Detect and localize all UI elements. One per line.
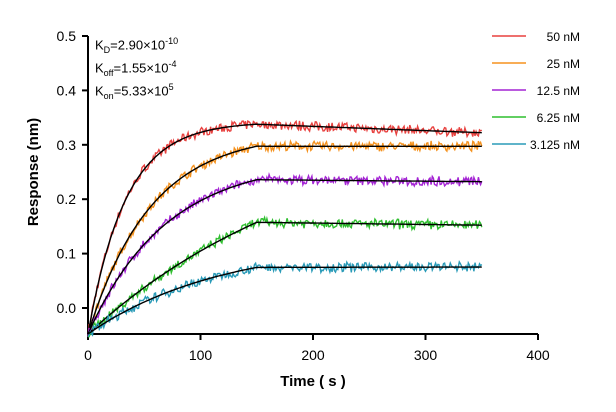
x-axis-title: Time ( s ) xyxy=(280,373,346,390)
series-fit-line xyxy=(87,179,482,335)
series-data-line xyxy=(87,260,483,338)
x-tick-label: 400 xyxy=(526,347,550,363)
series-layer xyxy=(87,119,483,338)
kd-symbol: K xyxy=(95,37,104,53)
koff-symbol: K xyxy=(95,60,104,76)
kon-value: =5.33×10 xyxy=(113,83,169,99)
x-tick-label: 100 xyxy=(189,347,213,363)
koff-subscript: off xyxy=(103,67,114,78)
x-tick-label: 300 xyxy=(414,347,438,363)
legend-label: 6.25 nM xyxy=(537,111,580,125)
series-fit-line xyxy=(87,123,482,335)
y-tick-label: 0.5 xyxy=(57,28,77,44)
y-tick-label: 0.2 xyxy=(57,191,77,207)
kon-exponent: 5 xyxy=(168,82,174,92)
y-axis-title: Response (nm) xyxy=(25,118,42,226)
series-data-line xyxy=(88,215,483,338)
legend: 50 nM 25 nM 12.5 nM 6.25 nM 3.125 nM xyxy=(492,30,580,152)
legend-label: 3.125 nM xyxy=(530,138,580,152)
kon-symbol: K xyxy=(95,83,104,99)
x-tick-label: 200 xyxy=(301,347,325,363)
axes: 0.0 0.1 0.2 0.3 0.4 0.5 0 100 200 300 400 Time ( s … xyxy=(25,28,550,390)
series-data-line xyxy=(87,119,483,337)
legend-label: 25 nM xyxy=(547,57,580,71)
kd-subscript: D xyxy=(103,44,111,55)
kon-subscript: on xyxy=(103,90,114,101)
legend-label: 50 nM xyxy=(547,30,580,44)
x-tick-label: 0 xyxy=(84,347,92,363)
series-fit-line xyxy=(87,266,482,335)
koff-annotation: Koff=1.55×10-4 xyxy=(95,59,176,78)
y-tick-label: 0.4 xyxy=(57,82,77,98)
series-data-line xyxy=(87,139,483,337)
y-tick-label: 0.1 xyxy=(57,246,77,262)
kd-exponent: -10 xyxy=(165,36,179,46)
koff-value: =1.55×10 xyxy=(113,60,169,76)
koff-exponent: -4 xyxy=(168,59,177,69)
y-tick-label: 0.0 xyxy=(57,300,77,316)
kd-value: =2.90×10 xyxy=(110,37,166,53)
y-tick-label: 0.3 xyxy=(57,137,77,153)
kd-annotation: KD=2.90×10-10 xyxy=(95,36,178,55)
kon-annotation: Kon=5.33×105 xyxy=(95,82,174,101)
series-fit-line xyxy=(87,221,482,335)
legend-label: 12.5 nM xyxy=(537,84,580,98)
series-fit-line xyxy=(87,145,482,335)
series-data-line xyxy=(87,171,483,337)
